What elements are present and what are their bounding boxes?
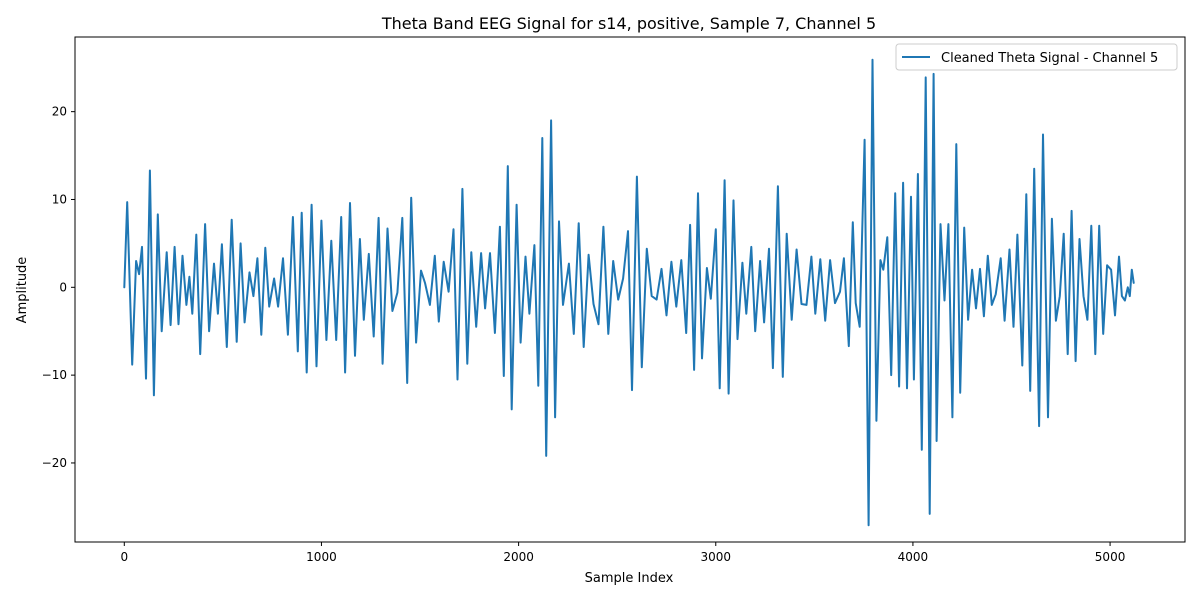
y-axis-label: Amplitude [15,257,30,324]
y-tick-label: 10 [52,192,67,206]
legend-label: Cleaned Theta Signal - Channel 5 [941,51,1158,66]
series-line [123,58,1135,527]
y-tick-label: −20 [42,456,67,470]
plot-area [123,58,1135,527]
x-tick-label: 0 [120,550,128,564]
chart-title: Theta Band EEG Signal for s14, positive,… [381,14,876,33]
x-tick-label: 5000 [1095,550,1126,564]
y-tick-label: 20 [52,105,67,119]
plot-frame [74,36,1186,543]
x-tick-label: 3000 [700,550,731,564]
y-tick-label: 0 [59,280,67,294]
x-tick-label: 1000 [306,550,337,564]
x-axis-label: Sample Index [585,571,674,586]
legend: Cleaned Theta Signal - Channel 5 [895,43,1178,71]
x-tick-label: 2000 [503,550,534,564]
legend-box [895,43,1178,71]
x-tick-label: 4000 [898,550,929,564]
y-tick-label: −10 [42,368,67,382]
y-axis: −20 −10 0 10 20 [42,105,75,470]
x-axis: 0 1000 2000 3000 4000 5000 [120,542,1125,564]
